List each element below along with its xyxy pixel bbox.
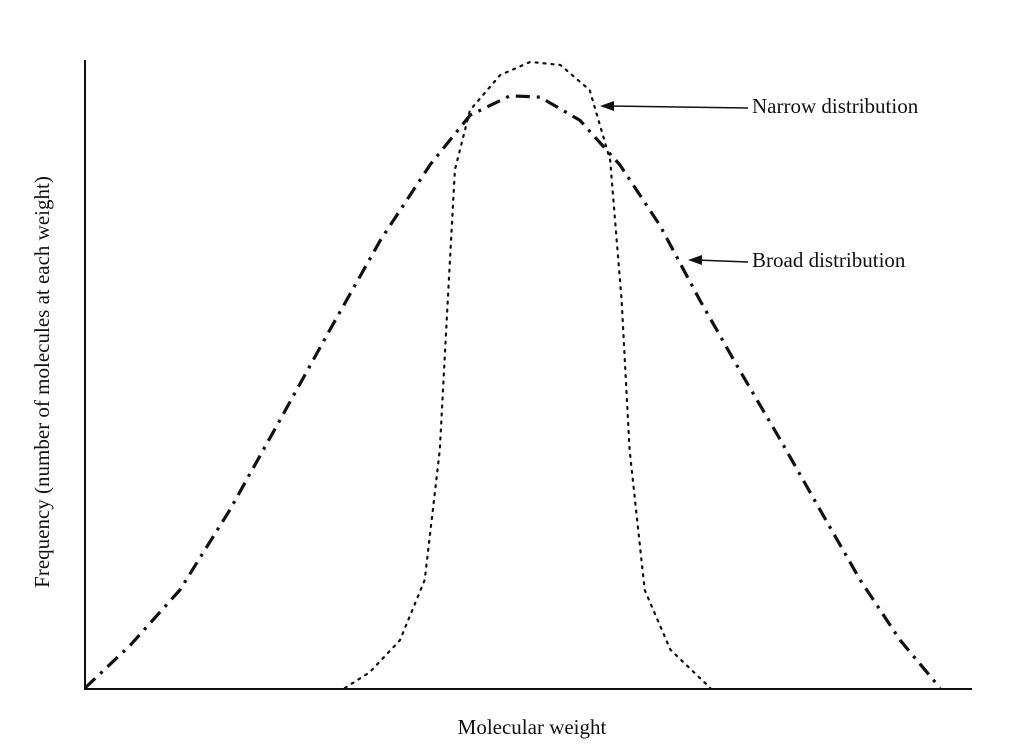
annotation-arrow xyxy=(695,259,749,263)
distribution-curve xyxy=(83,94,942,690)
annotation-arrow xyxy=(607,105,749,109)
arrow-head xyxy=(688,255,702,265)
annotation: Narrow distribution xyxy=(752,94,919,118)
x-axis-label: Molecular weight xyxy=(458,715,607,739)
annotation: Broad distribution xyxy=(752,248,906,272)
y-axis-label: Frequency (number of molecules at each w… xyxy=(30,176,54,588)
distribution-curve xyxy=(343,60,712,690)
arrow-head xyxy=(600,101,614,111)
